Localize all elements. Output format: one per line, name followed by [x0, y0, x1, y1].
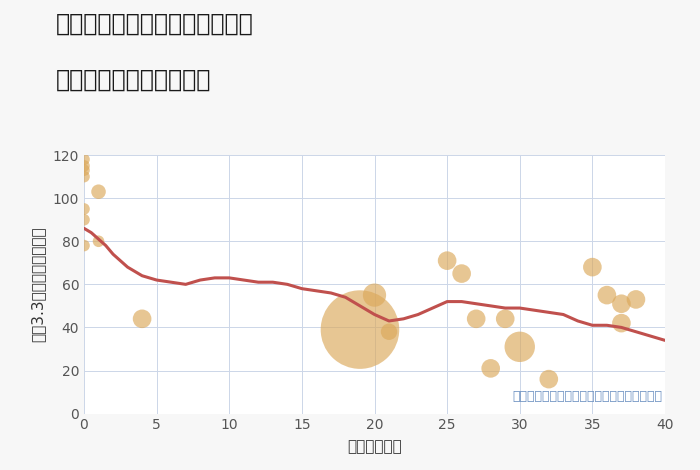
- Point: [485, 365, 496, 372]
- Point: [78, 166, 90, 174]
- Point: [78, 242, 90, 249]
- Point: [616, 320, 627, 327]
- Point: [78, 173, 90, 180]
- Y-axis label: 坪（3.3㎡）単価（万円）: 坪（3.3㎡）単価（万円）: [31, 227, 46, 342]
- Point: [514, 343, 525, 351]
- Point: [587, 263, 598, 271]
- Point: [78, 162, 90, 170]
- Point: [78, 156, 90, 163]
- Point: [543, 376, 554, 383]
- Point: [354, 326, 365, 333]
- Point: [456, 270, 468, 277]
- Point: [93, 188, 104, 196]
- Point: [78, 216, 90, 223]
- Text: 円の大きさは、取引のあった物件面積を示す: 円の大きさは、取引のあった物件面積を示す: [512, 390, 662, 403]
- Point: [470, 315, 482, 322]
- Point: [631, 296, 642, 303]
- Point: [616, 300, 627, 307]
- Text: 築年数別中古戸建て価格: 築年数別中古戸建て価格: [56, 68, 211, 92]
- Point: [601, 291, 612, 299]
- Point: [136, 315, 148, 322]
- Point: [442, 257, 453, 265]
- Point: [93, 237, 104, 245]
- Point: [369, 291, 380, 299]
- Point: [78, 205, 90, 213]
- Point: [500, 315, 511, 322]
- Text: 愛知県名古屋市港区南十番町の: 愛知県名古屋市港区南十番町の: [56, 12, 253, 36]
- X-axis label: 築年数（年）: 築年数（年）: [347, 439, 402, 454]
- Point: [384, 328, 395, 336]
